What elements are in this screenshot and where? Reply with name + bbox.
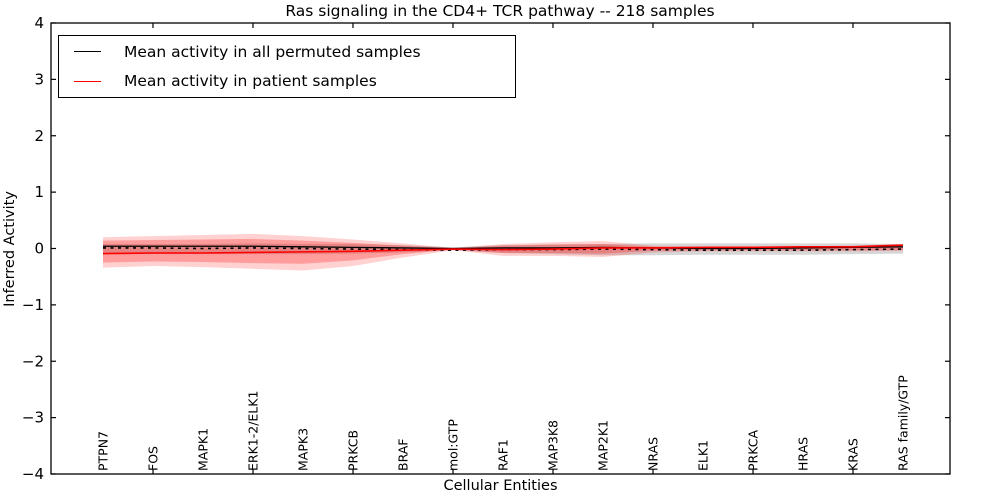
x-tick-label: PRKCA bbox=[746, 430, 761, 471]
y-tick-label: 4 bbox=[34, 14, 44, 32]
x-tick-label: PTPN7 bbox=[96, 431, 111, 471]
legend-label-patient: Mean activity in patient samples bbox=[124, 72, 377, 91]
y-tick-label: −2 bbox=[22, 352, 44, 370]
patient-line-swatch bbox=[74, 80, 101, 82]
x-tick-label: RAS family/GTP bbox=[896, 375, 911, 471]
x-tick-label: PRKCB bbox=[346, 430, 361, 471]
y-axis-title: Inferred Activity bbox=[2, 191, 18, 307]
permuted-line-swatch bbox=[74, 51, 101, 53]
legend-label-permuted: Mean activity in all permuted samples bbox=[124, 42, 421, 61]
x-tick-label: MAP3K8 bbox=[546, 420, 561, 471]
legend-row-permuted: Mean activity in all permuted samples bbox=[59, 38, 515, 66]
x-tick-label: mol:GTP bbox=[446, 419, 461, 471]
series-line-2 bbox=[102, 244, 904, 255]
x-tick-label: NRAS bbox=[646, 437, 661, 471]
patient-std-band-outer bbox=[103, 233, 903, 271]
y-tick-label: 2 bbox=[34, 127, 44, 145]
legend-row-patient: Mean activity in patient samples bbox=[59, 67, 515, 95]
patient-std-band-inner bbox=[103, 238, 903, 264]
y-tick-label: 1 bbox=[34, 183, 44, 201]
x-axis-title: Cellular Entities bbox=[443, 478, 558, 494]
series-line-0 bbox=[103, 245, 904, 250]
y-tick-label: −1 bbox=[22, 296, 44, 314]
y-tick-label: −4 bbox=[22, 465, 44, 483]
x-tick-label: ERK1-2/ELK1 bbox=[246, 391, 261, 471]
x-tick-label: KRAS bbox=[846, 438, 861, 471]
x-tick-label: FOS bbox=[146, 446, 161, 471]
x-tick-label: ELK1 bbox=[696, 440, 711, 471]
y-tick-label: 3 bbox=[34, 70, 44, 88]
x-tick-label: RAF1 bbox=[496, 439, 511, 471]
x-tick-label: MAPK3 bbox=[296, 428, 311, 471]
x-tick-label: HRAS bbox=[796, 437, 811, 471]
legend: Mean activity in all permuted samples Me… bbox=[58, 35, 516, 98]
y-tick-label: 0 bbox=[34, 240, 44, 258]
chart-title: Ras signaling in the CD4+ TCR pathway --… bbox=[285, 2, 715, 20]
x-tick-label: MAP2K1 bbox=[596, 420, 611, 471]
x-tick-label: MAPK1 bbox=[196, 428, 211, 471]
x-tick-label: BRAF bbox=[396, 439, 411, 472]
y-tick-label: −3 bbox=[22, 409, 44, 427]
